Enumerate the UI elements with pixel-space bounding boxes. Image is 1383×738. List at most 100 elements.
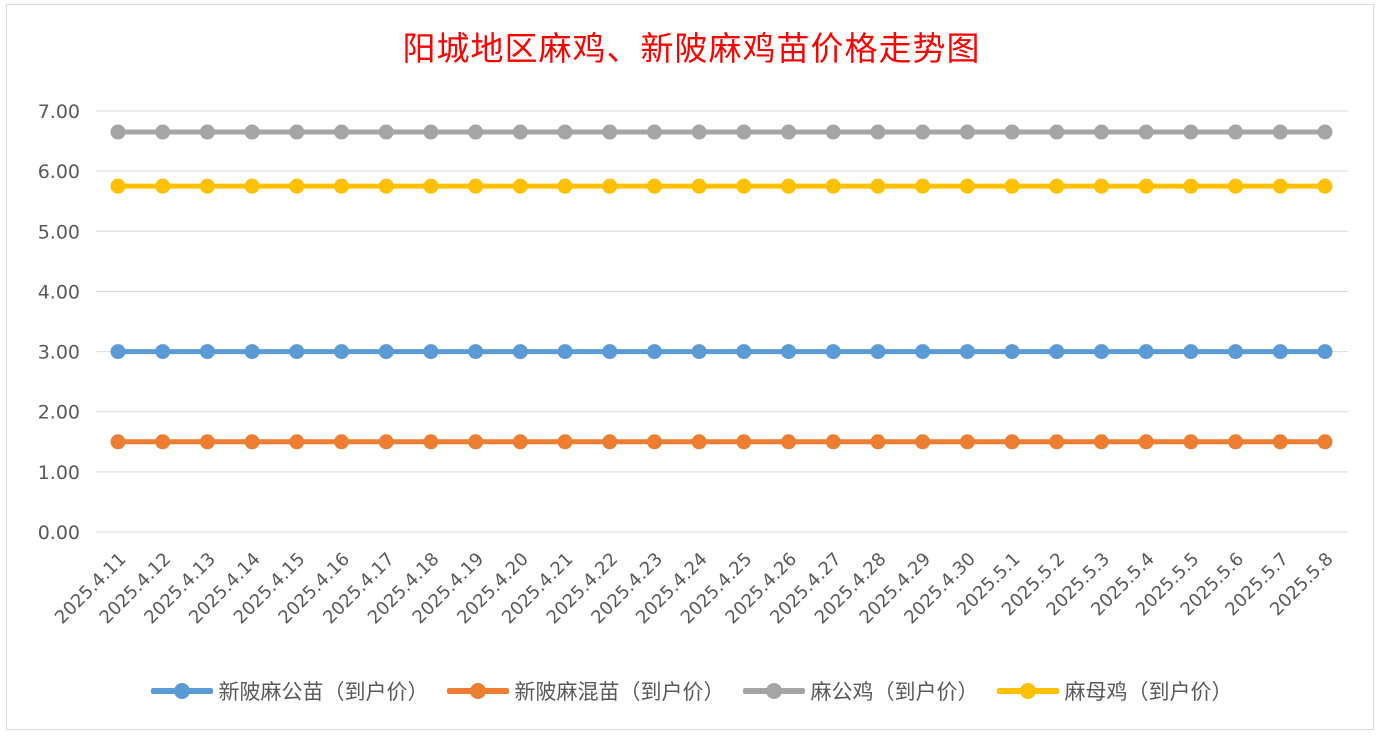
- legend-swatch: [742, 683, 805, 699]
- y-tick-label: 7.00: [38, 101, 80, 123]
- data-point: [825, 178, 841, 194]
- data-point: [1093, 434, 1109, 450]
- data-point: [736, 178, 752, 194]
- data-point: [1004, 124, 1020, 140]
- data-point: [289, 124, 305, 140]
- data-point: [781, 178, 797, 194]
- data-point: [1317, 178, 1333, 194]
- data-point: [512, 178, 528, 194]
- legend-item: 麻公鸡（到户价）: [742, 676, 979, 706]
- series-0: [110, 344, 1333, 360]
- legend-item: 新陂麻混苗（到户价）: [446, 676, 725, 706]
- data-point: [378, 178, 394, 194]
- data-point: [557, 434, 573, 450]
- data-point: [959, 434, 975, 450]
- data-point: [199, 124, 215, 140]
- data-point: [468, 434, 484, 450]
- legend-swatch: [996, 683, 1059, 699]
- data-point: [1138, 124, 1154, 140]
- chart-title: 阳城地区麻鸡、新陂麻鸡苗价格走势图: [402, 29, 981, 68]
- data-point: [155, 344, 171, 360]
- data-point: [736, 124, 752, 140]
- data-point: [1317, 434, 1333, 450]
- data-point: [1049, 344, 1065, 360]
- data-point: [289, 434, 305, 450]
- data-point: [468, 124, 484, 140]
- series-1: [110, 434, 1333, 450]
- data-point: [199, 178, 215, 194]
- data-point: [646, 178, 662, 194]
- data-point: [155, 178, 171, 194]
- data-point: [334, 434, 350, 450]
- legend-item: 新陂麻公苗（到户价）: [150, 676, 429, 706]
- data-point: [557, 344, 573, 360]
- data-point: [423, 178, 439, 194]
- data-point: [602, 434, 618, 450]
- data-point: [1138, 344, 1154, 360]
- data-point: [1272, 434, 1288, 450]
- data-point: [959, 178, 975, 194]
- legend-item: 麻母鸡（到户价）: [996, 676, 1233, 706]
- data-point: [736, 344, 752, 360]
- data-point: [870, 124, 886, 140]
- data-point: [870, 344, 886, 360]
- legend: 新陂麻公苗（到户价） 新陂麻混苗（到户价） 麻公鸡（到户价） 麻母鸡（到户价）: [0, 676, 1383, 706]
- data-point: [1317, 124, 1333, 140]
- series-3: [110, 178, 1333, 194]
- data-point: [959, 344, 975, 360]
- data-point: [1228, 434, 1244, 450]
- data-point: [1272, 178, 1288, 194]
- data-point: [110, 178, 126, 194]
- data-point: [1317, 344, 1333, 360]
- data-point: [244, 434, 260, 450]
- data-point: [602, 344, 618, 360]
- data-point: [155, 434, 171, 450]
- data-point: [334, 178, 350, 194]
- legend-swatch: [150, 683, 213, 699]
- data-point: [1228, 124, 1244, 140]
- data-point: [1228, 178, 1244, 194]
- legend-marker: [173, 683, 190, 699]
- data-point: [199, 434, 215, 450]
- y-tick-label: 4.00: [38, 281, 80, 303]
- data-point: [557, 124, 573, 140]
- data-point: [870, 178, 886, 194]
- data-point: [691, 178, 707, 194]
- data-point: [1183, 434, 1199, 450]
- data-point: [781, 124, 797, 140]
- data-point: [915, 178, 931, 194]
- data-point: [244, 344, 260, 360]
- data-point: [691, 124, 707, 140]
- data-point: [691, 344, 707, 360]
- legend-swatch: [446, 683, 509, 699]
- data-point: [1183, 344, 1199, 360]
- y-tick-label: 6.00: [38, 161, 80, 183]
- data-point: [1004, 434, 1020, 450]
- data-point: [870, 434, 886, 450]
- legend-label: 麻母鸡（到户价）: [1064, 680, 1233, 704]
- data-point: [1138, 178, 1154, 194]
- data-point: [1093, 344, 1109, 360]
- data-point: [1004, 178, 1020, 194]
- data-point: [110, 124, 126, 140]
- data-point: [289, 344, 305, 360]
- data-point: [1272, 124, 1288, 140]
- legend-marker: [469, 683, 486, 699]
- legend-marker: [1019, 683, 1036, 699]
- data-point: [781, 434, 797, 450]
- y-tick-label: 3.00: [38, 342, 80, 364]
- data-point: [825, 344, 841, 360]
- data-point: [468, 178, 484, 194]
- legend-label: 新陂麻混苗（到户价）: [514, 680, 725, 704]
- data-point: [468, 344, 484, 360]
- data-point: [602, 178, 618, 194]
- data-point: [378, 434, 394, 450]
- data-point: [781, 344, 797, 360]
- data-point: [915, 344, 931, 360]
- data-point: [244, 178, 260, 194]
- data-point: [1183, 124, 1199, 140]
- data-point: [1228, 344, 1244, 360]
- data-point: [378, 344, 394, 360]
- data-point: [1004, 344, 1020, 360]
- data-point: [1093, 178, 1109, 194]
